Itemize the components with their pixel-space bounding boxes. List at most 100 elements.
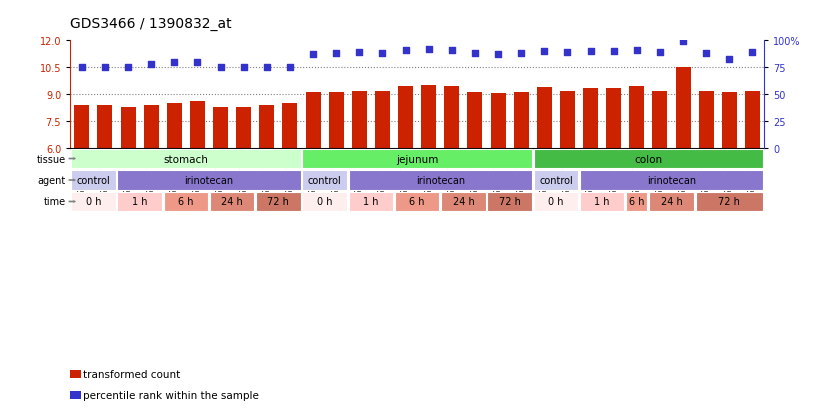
FancyBboxPatch shape [349,192,393,212]
Text: 0 h: 0 h [317,197,332,207]
Bar [583,89,598,148]
Text: 6 h: 6 h [629,197,644,207]
FancyBboxPatch shape [71,149,301,169]
Point [399,47,412,54]
FancyBboxPatch shape [649,192,694,212]
FancyBboxPatch shape [487,192,532,212]
FancyBboxPatch shape [534,149,763,169]
Bar [444,87,459,148]
Text: colon: colon [634,154,662,164]
Bar [352,91,367,148]
Point [214,65,227,71]
Bar [398,87,413,148]
Point [607,49,620,55]
Bar [491,94,506,148]
FancyBboxPatch shape [395,192,439,212]
Point [353,50,366,57]
Point [283,65,297,71]
Point [376,51,389,57]
Bar [236,107,251,148]
Point [561,50,574,57]
Text: time: time [44,197,66,207]
FancyBboxPatch shape [580,171,763,190]
FancyBboxPatch shape [534,192,578,212]
Bar [722,93,737,148]
FancyBboxPatch shape [302,149,532,169]
FancyBboxPatch shape [117,192,162,212]
Text: percentile rank within the sample: percentile rank within the sample [83,390,259,400]
Text: irinotecan: irinotecan [647,176,696,185]
Bar [676,68,691,148]
FancyBboxPatch shape [626,192,648,212]
Text: 1 h: 1 h [132,197,147,207]
Point [260,65,273,71]
Text: 6 h: 6 h [410,197,425,207]
Bar [259,106,274,148]
Point [723,56,736,63]
FancyBboxPatch shape [256,192,301,212]
Bar [167,104,182,148]
FancyBboxPatch shape [349,171,532,190]
Bar [97,106,112,148]
Text: control: control [308,176,341,185]
Text: 72 h: 72 h [499,197,520,207]
FancyBboxPatch shape [71,171,116,190]
Point [237,65,250,71]
Point [422,47,435,53]
Point [676,39,690,46]
FancyBboxPatch shape [302,192,347,212]
FancyBboxPatch shape [117,171,301,190]
Bar [606,89,621,148]
FancyBboxPatch shape [580,192,624,212]
Bar [329,93,344,148]
Bar [468,93,482,148]
Text: 24 h: 24 h [221,197,243,207]
Point [538,49,551,55]
Point [191,59,204,66]
FancyBboxPatch shape [164,192,208,212]
Text: control: control [77,176,110,185]
Point [491,52,505,59]
Text: 6 h: 6 h [178,197,193,207]
Text: GDS3466 / 1390832_at: GDS3466 / 1390832_at [70,17,232,31]
Text: 24 h: 24 h [661,197,682,207]
Point [700,51,713,57]
Text: 24 h: 24 h [453,197,474,207]
Text: 72 h: 72 h [268,197,289,207]
Text: stomach: stomach [164,154,208,164]
Point [98,65,112,71]
Point [306,52,320,59]
Text: 0 h: 0 h [86,197,101,207]
FancyBboxPatch shape [441,192,486,212]
Point [584,49,597,55]
Point [468,51,482,57]
Text: control: control [539,176,572,185]
Point [330,51,343,57]
FancyBboxPatch shape [302,171,347,190]
Point [445,47,458,54]
Point [75,65,88,71]
Point [145,62,158,68]
Point [121,65,135,71]
Bar [74,106,89,148]
Text: tissue: tissue [37,154,66,164]
Text: 72 h: 72 h [719,197,740,207]
Bar [560,91,575,148]
Text: irinotecan: irinotecan [415,176,465,185]
Point [653,50,667,57]
Text: jejunum: jejunum [396,154,439,164]
Bar [375,92,390,148]
Bar [121,107,135,148]
Text: transformed count: transformed count [83,369,181,379]
Bar [514,93,529,148]
Bar [699,92,714,148]
Text: 1 h: 1 h [363,197,378,207]
Text: irinotecan: irinotecan [184,176,234,185]
FancyBboxPatch shape [695,192,763,212]
Point [515,51,528,57]
Bar [421,86,436,148]
FancyBboxPatch shape [210,192,254,212]
Point [168,59,181,66]
FancyBboxPatch shape [534,171,578,190]
Bar [629,87,644,148]
